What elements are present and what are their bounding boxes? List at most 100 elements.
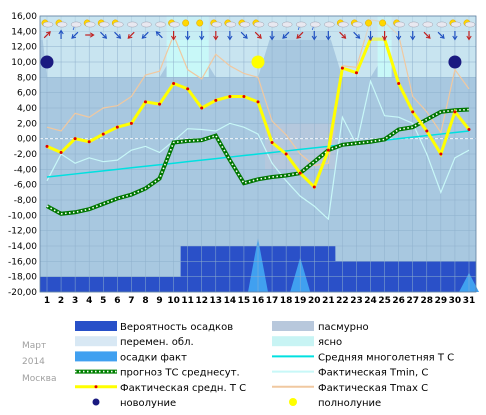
wind-arrow-icon [71, 31, 79, 39]
x-tick-label: 10 [167, 296, 180, 306]
series-actual-mean-point [467, 127, 471, 131]
sun-cloud-icon [463, 19, 476, 28]
sun-icon [196, 19, 204, 27]
cloud-icon [141, 21, 152, 28]
legend-symbol [272, 336, 314, 347]
y-tick-label: 12,00 [11, 43, 37, 53]
x-tick-label: 20 [308, 296, 321, 306]
sun-icon [182, 19, 190, 27]
cloud-icon [324, 21, 335, 28]
x-tick-label: 5 [100, 296, 106, 306]
wind-arrow-head [242, 34, 248, 39]
new-moon-icon [92, 398, 100, 406]
sun-cloud-icon [238, 19, 251, 28]
wind-arrow-head [325, 35, 331, 41]
x-tick-label: 29 [435, 296, 448, 306]
wind-arrow-shaft [240, 31, 248, 39]
wind-arrow-shaft [114, 31, 121, 39]
wind-arrow-head [102, 34, 108, 39]
wind-arrow-shaft [254, 31, 262, 39]
sun-cloud-icon [393, 19, 405, 28]
cloud-icon [408, 21, 419, 28]
wind-arrow-icon [185, 31, 191, 41]
wind-arrow-head [213, 35, 219, 41]
wind-arrow-icon [127, 31, 135, 39]
series-actual-mean-point [115, 125, 119, 129]
y-tick-label: -6,00 [14, 181, 38, 191]
wind-arrow-icon [100, 31, 108, 39]
legend-label: новолуние [120, 398, 176, 409]
legend-label: полнолуние [318, 398, 381, 409]
series-actual-mean-point [270, 141, 274, 144]
x-tick-label: 9 [156, 296, 162, 306]
legend-label: Фактическая средн. Т С [120, 383, 246, 394]
cloud-icon [338, 21, 349, 28]
wind-arrow-shaft [282, 31, 290, 39]
month-label: Март [22, 341, 46, 351]
wind-arrow-head [269, 35, 275, 41]
legend-label: осадки факт [120, 352, 187, 363]
year-label: 2014 [22, 357, 45, 367]
cloud-icon [127, 21, 138, 28]
legend-symbol [75, 336, 117, 347]
wind-arrow-shaft [353, 31, 360, 39]
series-actual-mean-point [298, 171, 302, 175]
moon-new-icon [40, 55, 54, 69]
cloud-icon [324, 21, 335, 28]
sun-icon [196, 19, 204, 27]
sun-cloud-icon [168, 19, 180, 28]
series-lines [45, 19, 471, 221]
y-tick-label: 4,00 [17, 104, 37, 114]
sun-icon [182, 19, 190, 27]
x-tick-label: 18 [280, 296, 293, 306]
legend-box [272, 336, 314, 347]
wind-arrow-head [71, 34, 77, 39]
y-tick-label: -4,00 [14, 165, 38, 175]
cloud-icon [450, 21, 462, 28]
series-actual-mean-point [59, 150, 63, 154]
legend-symbol [92, 398, 100, 406]
legend-symbol [75, 321, 117, 331]
x-tick-label: 25 [378, 296, 391, 306]
wind-arrow-icon [339, 31, 347, 39]
sun-icon [365, 19, 372, 27]
wind-arrow-shaft [100, 31, 107, 39]
cloud-icon [127, 21, 138, 28]
wind-arrow-head [185, 35, 191, 41]
cloud-icon [253, 21, 265, 28]
cloud-icon [99, 21, 110, 28]
y-tick-label: -14,00 [8, 242, 37, 252]
wind-arrow-head [170, 35, 177, 41]
cloud-icon [436, 21, 448, 28]
series-actual-mean-point [214, 98, 218, 102]
cloud-snow-icon [310, 21, 321, 31]
wind-arrow-shaft [128, 31, 135, 39]
cloud-icon [310, 21, 321, 28]
cloud-icon [436, 21, 448, 28]
y-tick-label: 14,00 [11, 27, 37, 37]
sun-cloud-icon [210, 19, 223, 28]
wind-arrow-icon [311, 31, 317, 41]
wind-arrow-head [282, 34, 288, 39]
y-tick-label: -16,00 [8, 257, 37, 267]
wind-arrow-icon [423, 31, 431, 39]
y-tick-label: -20,00 [8, 288, 37, 298]
sun-cloud-icon [111, 19, 124, 28]
cloud-icon [352, 21, 363, 28]
series-actual-mean-point [45, 144, 49, 148]
x-tick-label: 13 [210, 296, 223, 306]
wind-arrow-icon [213, 31, 219, 41]
drop-icon [297, 26, 300, 31]
x-tick-label: 28 [421, 296, 434, 306]
wind-arrow-icon [296, 31, 304, 39]
cloud-icon [281, 21, 293, 28]
wind-arrow-head [127, 34, 133, 39]
wind-arrow-head [341, 34, 347, 39]
series-actual-mean-point [73, 137, 77, 141]
x-tick-label: 22 [336, 296, 349, 306]
wind-arrow-head [296, 34, 302, 39]
sun-cloud-icon [252, 19, 265, 28]
wind-arrow-icon [199, 31, 205, 41]
series-actual-mean-point [312, 185, 316, 189]
cloud-icon [211, 21, 223, 28]
